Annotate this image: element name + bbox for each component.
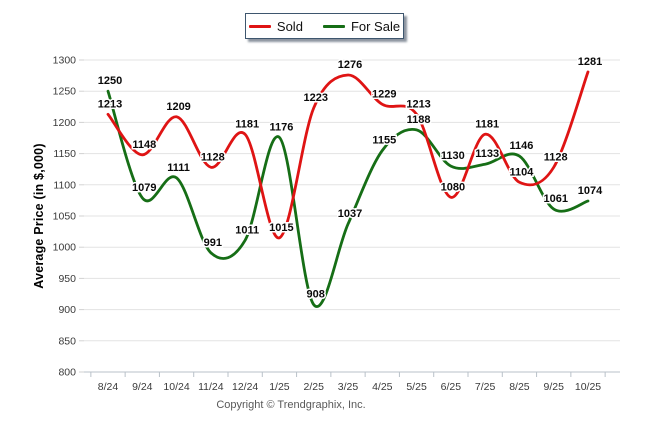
for-sale-line — [106, 89, 590, 308]
x-tick-label: 8/25 — [509, 381, 530, 393]
data-label-for-sale: 1155 — [372, 134, 396, 146]
legend-item-for-sale: For Sale — [322, 18, 401, 34]
y-tick-label: 1300 — [53, 55, 77, 67]
x-tick-label: 12/24 — [232, 381, 258, 393]
data-label-sold: 1128 — [544, 151, 568, 163]
data-label-sold: 1128 — [201, 151, 225, 163]
data-label-sold: 1181 — [235, 118, 259, 130]
data-label-sold: 1276 — [338, 59, 362, 71]
data-label-sold: 1213 — [406, 98, 430, 110]
data-label-for-sale: 1037 — [338, 208, 362, 220]
data-label-for-sale: 1061 — [543, 193, 567, 205]
x-tick-label: 8/24 — [98, 381, 119, 393]
data-label-sold: 1181 — [475, 118, 499, 130]
data-label-sold: 1281 — [578, 56, 602, 68]
data-label-for-sale: 1250 — [98, 75, 122, 87]
x-tick-label: 6/25 — [441, 381, 462, 393]
x-tick-label: 5/25 — [406, 381, 427, 393]
y-tick-label: 1250 — [53, 86, 77, 98]
x-tick-label: 2/25 — [303, 381, 324, 393]
x-tick-label: 3/25 — [338, 381, 359, 393]
legend-label-sold: Sold — [276, 18, 303, 34]
data-label-for-sale: 1079 — [132, 182, 156, 194]
legend-item-sold: Sold — [248, 18, 303, 34]
data-label-for-sale: 1111 — [167, 162, 190, 174]
data-label-for-sale: 1176 — [269, 121, 293, 133]
x-tick-label: 10/25 — [575, 381, 601, 393]
x-tick-label: 9/25 — [543, 381, 564, 393]
data-label-for-sale: 991 — [204, 237, 222, 249]
x-tick-label: 7/25 — [475, 381, 496, 393]
copyright-text: Copyright © Trendgraphix, Inc. — [216, 399, 366, 411]
sold-line-swatch — [248, 24, 271, 28]
data-label-for-sale: 1146 — [509, 140, 533, 152]
x-tick-label: 9/24 — [132, 381, 153, 393]
data-label-sold: 1209 — [166, 101, 190, 113]
data-label-sold: 1080 — [441, 181, 465, 193]
data-label-for-sale: 1074 — [578, 185, 603, 197]
data-label-for-sale: 1188 — [407, 114, 431, 126]
data-label-sold: 1148 — [132, 139, 156, 151]
data-label-for-sale: 1130 — [441, 150, 465, 162]
data-label-for-sale: 908 — [307, 289, 325, 301]
data-label-sold: 1104 — [509, 166, 534, 178]
y-tick-label: 1200 — [53, 117, 77, 129]
data-label-sold: 1015 — [269, 222, 293, 234]
sold-line — [106, 70, 590, 240]
y-tick-label: 1000 — [53, 242, 77, 254]
x-tick-label: 10/24 — [163, 381, 189, 393]
y-tick-label: 950 — [58, 273, 76, 285]
data-label-sold: 1229 — [372, 88, 396, 100]
x-tick-label: 4/25 — [372, 381, 393, 393]
y-tick-label: 850 — [58, 335, 76, 347]
data-label-sold: 1213 — [98, 98, 122, 110]
x-tick-label: 11/24 — [198, 381, 224, 393]
legend: Sold For Sale — [245, 13, 404, 39]
y-axis-title: Average Price (in $,000) — [32, 143, 46, 289]
data-label-for-sale: 1133 — [475, 148, 499, 160]
data-label-for-sale: 1011 — [235, 224, 259, 236]
y-tick-label: 1150 — [53, 148, 76, 160]
y-tick-label: 1050 — [53, 211, 77, 223]
data-label-sold: 1223 — [303, 92, 327, 104]
for-sale-line-swatch — [322, 24, 345, 28]
y-tick-label: 900 — [58, 304, 76, 316]
y-tick-label: 1100 — [53, 179, 76, 191]
y-tick-label: 800 — [58, 367, 76, 379]
x-tick-label: 1/25 — [269, 381, 290, 393]
legend-label-for-sale: For Sale — [350, 18, 401, 34]
